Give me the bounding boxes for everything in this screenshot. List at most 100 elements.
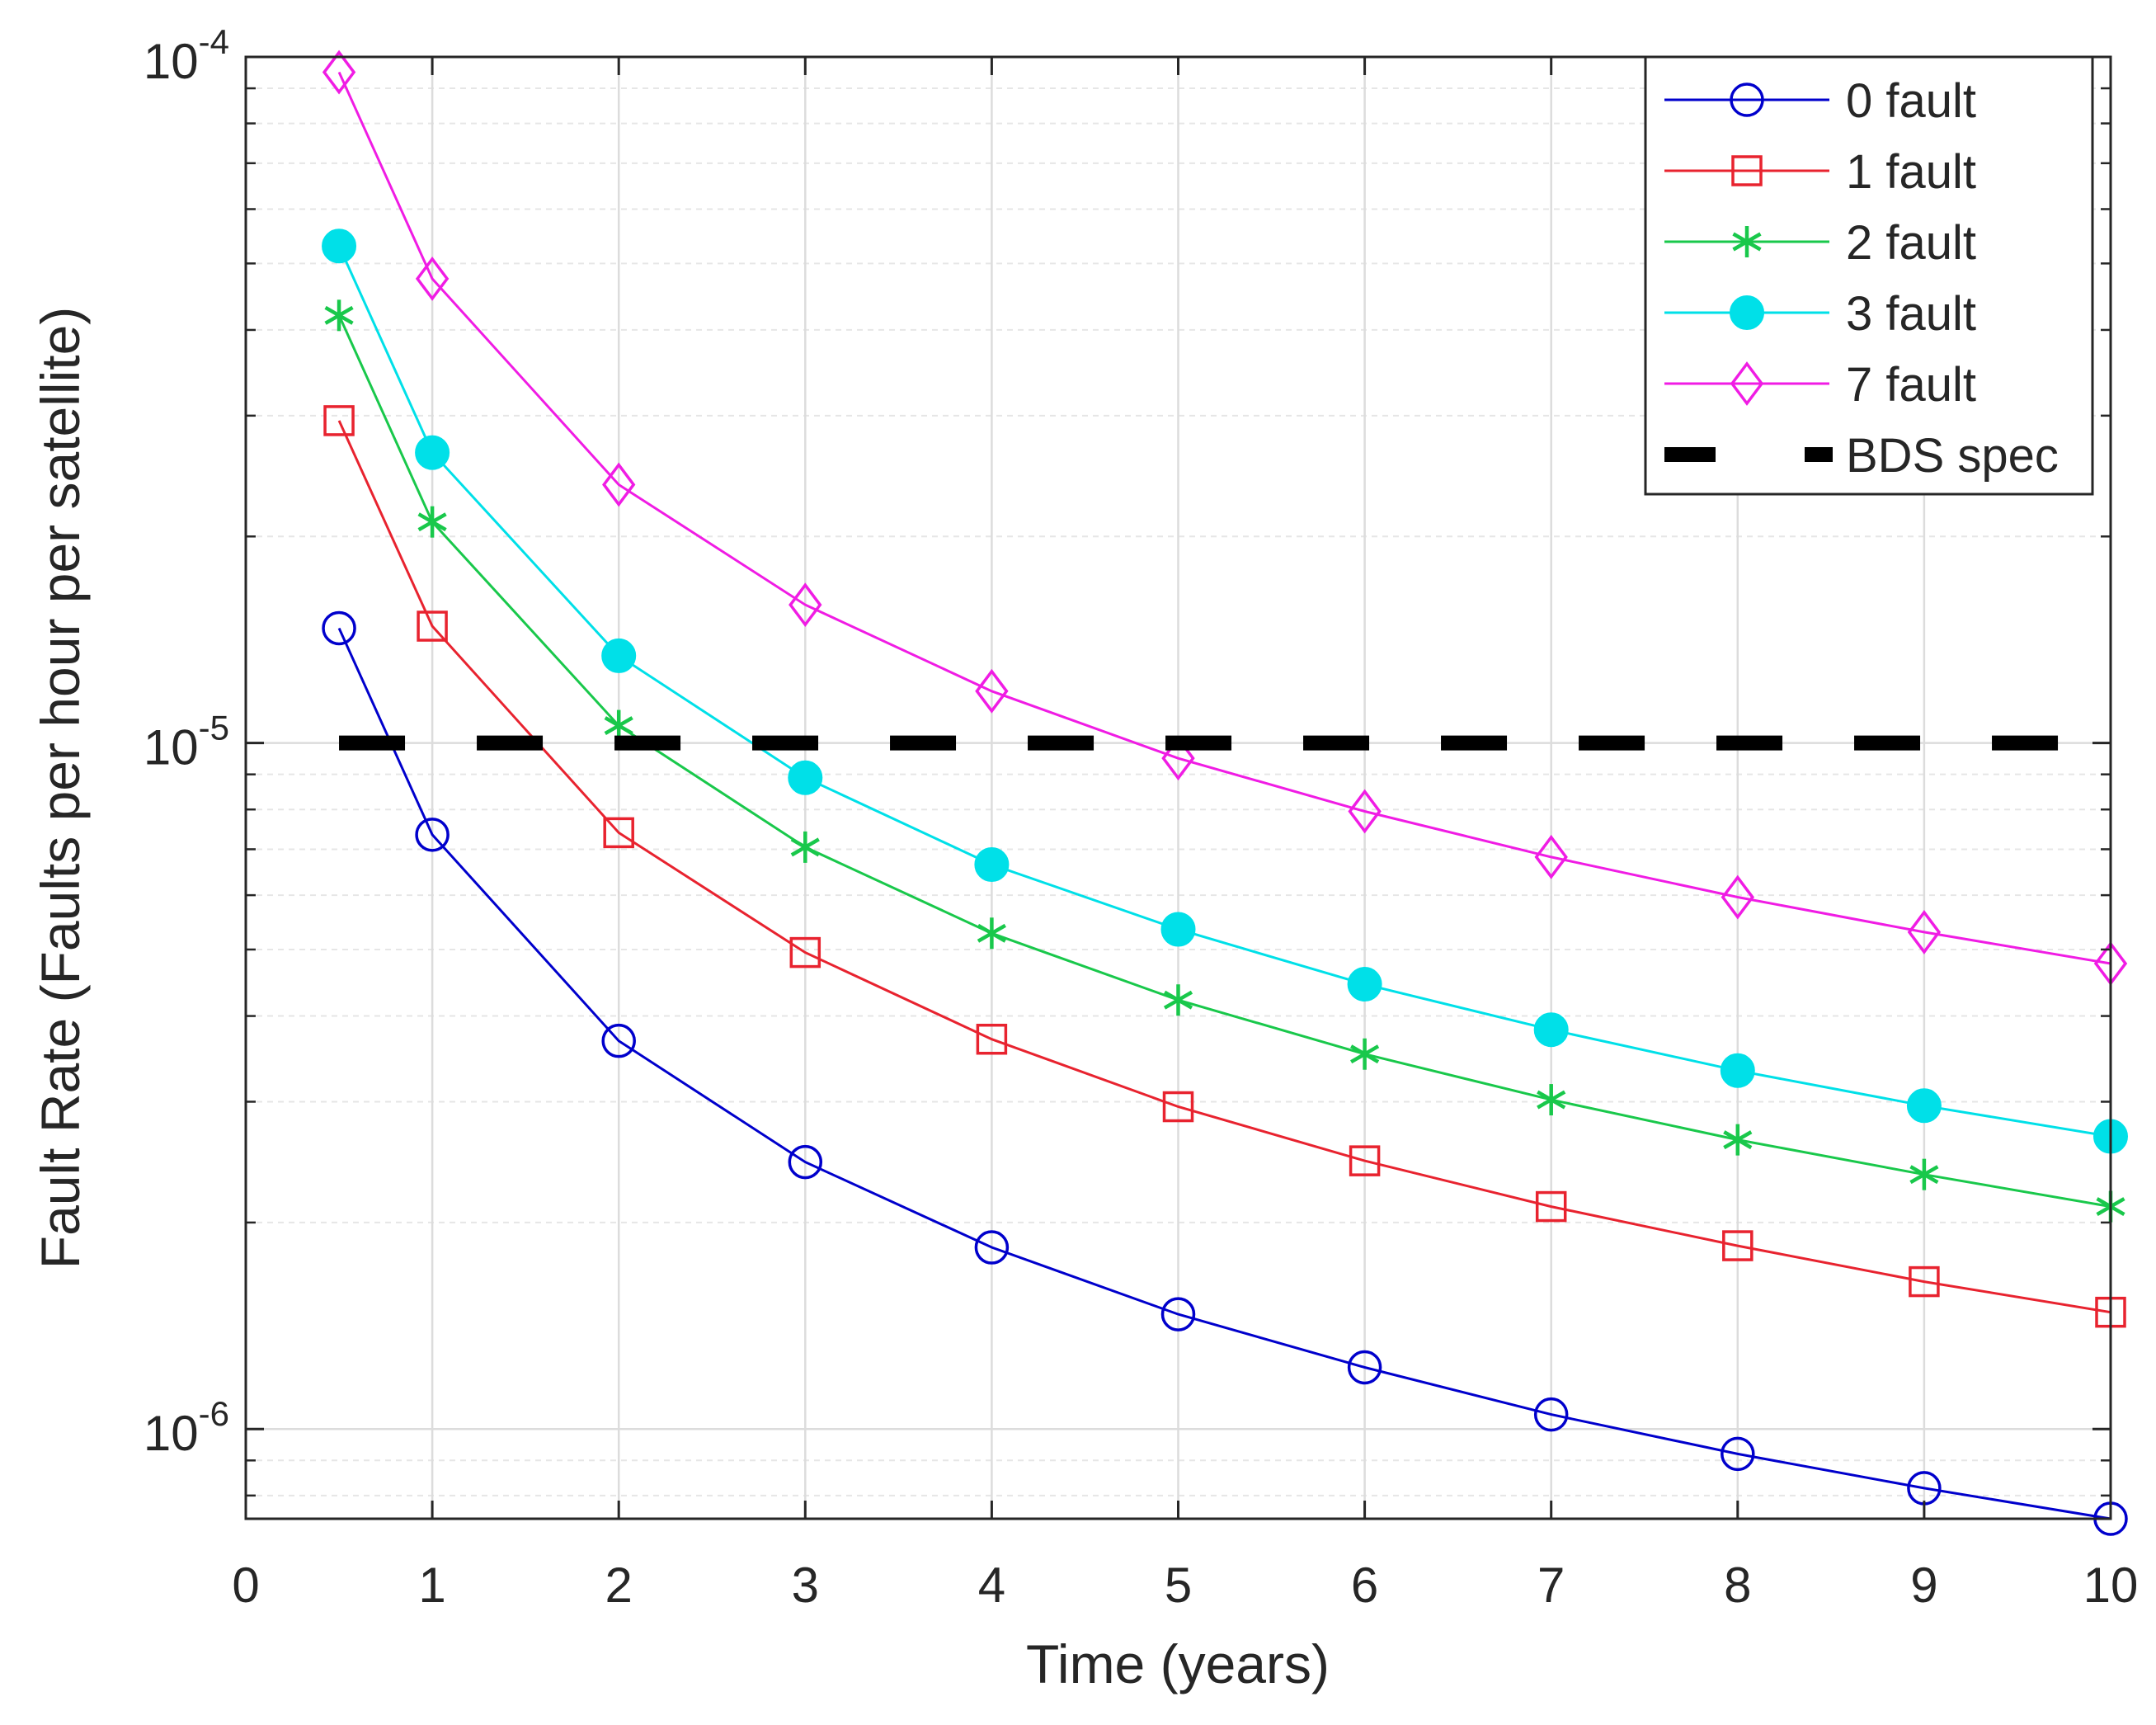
- legend-item: 0 fault: [1664, 74, 1976, 128]
- data-point-1-fault: [603, 817, 634, 849]
- asterisk-stroke: [1732, 232, 1762, 252]
- asterisk-stroke: [324, 305, 354, 325]
- legend-box: [1644, 55, 2094, 496]
- y-tick-label: 10-5: [144, 709, 229, 775]
- legend-label: 2 fault: [1846, 216, 1976, 270]
- data-point-7-fault: [415, 256, 450, 301]
- y-axis-label: Fault Rate (Faults per hour per satellit…: [30, 307, 91, 1270]
- data-point-3-fault: [1533, 1012, 1569, 1048]
- data-point-2-fault: [1909, 1158, 1939, 1190]
- legend-label: 3 fault: [1846, 287, 1976, 341]
- data-point-2-fault: [1537, 1084, 1566, 1116]
- data-point-1-fault: [1909, 1265, 1940, 1298]
- asterisk-stroke: [604, 716, 633, 736]
- legend-marker: [1731, 155, 1763, 186]
- data-point-3-fault: [974, 846, 1010, 882]
- data-point-7-fault: [1534, 834, 1568, 879]
- data-point-2-fault: [417, 506, 447, 538]
- legend-marker: [1730, 361, 1764, 406]
- x-tick-label: 1: [418, 1558, 445, 1613]
- x-tick-label: 8: [1724, 1558, 1751, 1613]
- x-tick-label: 9: [1910, 1558, 1937, 1613]
- data-point-0-fault: [1721, 1436, 1755, 1472]
- data-point-7-fault: [975, 668, 1009, 714]
- data-point-3-fault: [1347, 967, 1382, 1002]
- data-point-2-fault: [1723, 1124, 1753, 1156]
- data-point-1-fault: [976, 1023, 1008, 1055]
- legend-item: BDS spec: [1664, 429, 2059, 483]
- asterisk-stroke: [1723, 1130, 1753, 1150]
- data-point-7-fault: [602, 462, 636, 507]
- series-3-fault: [322, 229, 2128, 1154]
- data-point-1-fault: [1722, 1230, 1754, 1261]
- data-point-0-fault: [788, 1144, 823, 1180]
- data-point-3-fault: [1160, 912, 1196, 947]
- data-point-0-fault: [415, 818, 450, 852]
- x-tick-label: 5: [1165, 1558, 1192, 1613]
- data-point-1-fault: [1535, 1190, 1567, 1223]
- y-tick-label: 10-6: [144, 1394, 229, 1461]
- legend-item: 2 fault: [1664, 216, 1976, 270]
- series-line-0-fault: [337, 627, 2111, 1520]
- data-point-3-fault: [788, 760, 823, 795]
- x-tick-label: 4: [978, 1558, 1005, 1613]
- asterisk-stroke: [1537, 1090, 1566, 1110]
- data-point-7-fault: [322, 49, 356, 95]
- legend-marker: [1730, 82, 1764, 117]
- asterisk-stroke: [1350, 1044, 1380, 1064]
- data-point-0-fault: [974, 1230, 1010, 1265]
- axis-layer: 0 1 2 3 4 5 6 7 8 9 10 10-6 10-5 10-4: [144, 22, 2138, 1613]
- asterisk-stroke: [417, 512, 447, 532]
- data-point-2-fault: [1350, 1038, 1380, 1070]
- legend-item: 3 fault: [1664, 287, 1976, 341]
- data-point-1-fault: [323, 405, 355, 436]
- data-point-7-fault: [788, 582, 822, 628]
- legend-label: BDS spec: [1846, 429, 2059, 483]
- data-point-3-fault: [1720, 1053, 1755, 1088]
- y-tick-label: 10-4: [144, 22, 229, 89]
- data-point-7-fault: [1348, 789, 1382, 834]
- data-point-3-fault: [1906, 1088, 1942, 1124]
- data-point-0-fault: [601, 1023, 636, 1058]
- data-point-7-fault: [1161, 736, 1195, 781]
- data-point-2-fault: [977, 917, 1006, 950]
- data-point-0-fault: [1160, 1297, 1196, 1331]
- asterisk-stroke: [790, 837, 820, 857]
- data-point-1-fault: [1162, 1091, 1194, 1123]
- series-7-fault: [322, 49, 2128, 986]
- legend-marker: [1730, 295, 1764, 330]
- data-point-1-fault: [417, 610, 448, 642]
- data-point-0-fault: [322, 610, 356, 646]
- data-point-1-fault: [1349, 1145, 1381, 1176]
- legend-marker: [1732, 226, 1762, 257]
- data-point-7-fault: [1907, 910, 1942, 954]
- series-line-1-fault: [337, 420, 2111, 1314]
- x-tick-label: 0: [232, 1558, 259, 1613]
- legend-item: 1 fault: [1664, 145, 1976, 199]
- data-point-2-fault: [324, 299, 354, 332]
- x-tick-label: 3: [792, 1558, 819, 1613]
- asterisk-stroke: [1909, 1165, 1939, 1185]
- series-layer: [322, 49, 2128, 1536]
- legend-label: 1 fault: [1846, 145, 1976, 199]
- data-point-0-fault: [1533, 1397, 1569, 1432]
- data-point-3-fault: [415, 435, 450, 470]
- x-tick-label: 7: [1537, 1558, 1565, 1613]
- legend-item: 7 fault: [1664, 358, 1976, 412]
- asterisk-stroke: [1163, 990, 1193, 1010]
- data-point-1-fault: [789, 936, 821, 969]
- asterisk-stroke: [977, 923, 1006, 943]
- data-point-0-fault: [1347, 1350, 1382, 1385]
- x-tick-label: 6: [1351, 1558, 1378, 1613]
- x-tick-label: 10: [2083, 1558, 2139, 1613]
- series-0-fault: [322, 610, 2128, 1536]
- data-point-2-fault: [790, 831, 820, 863]
- x-axis-label: Time (years): [1026, 1633, 1330, 1694]
- data-point-3-fault: [322, 229, 357, 264]
- legend-label: 7 fault: [1846, 358, 1976, 412]
- series-line-7-fault: [337, 71, 2111, 965]
- legend-label: 0 fault: [1846, 74, 1976, 128]
- data-point-3-fault: [601, 638, 637, 673]
